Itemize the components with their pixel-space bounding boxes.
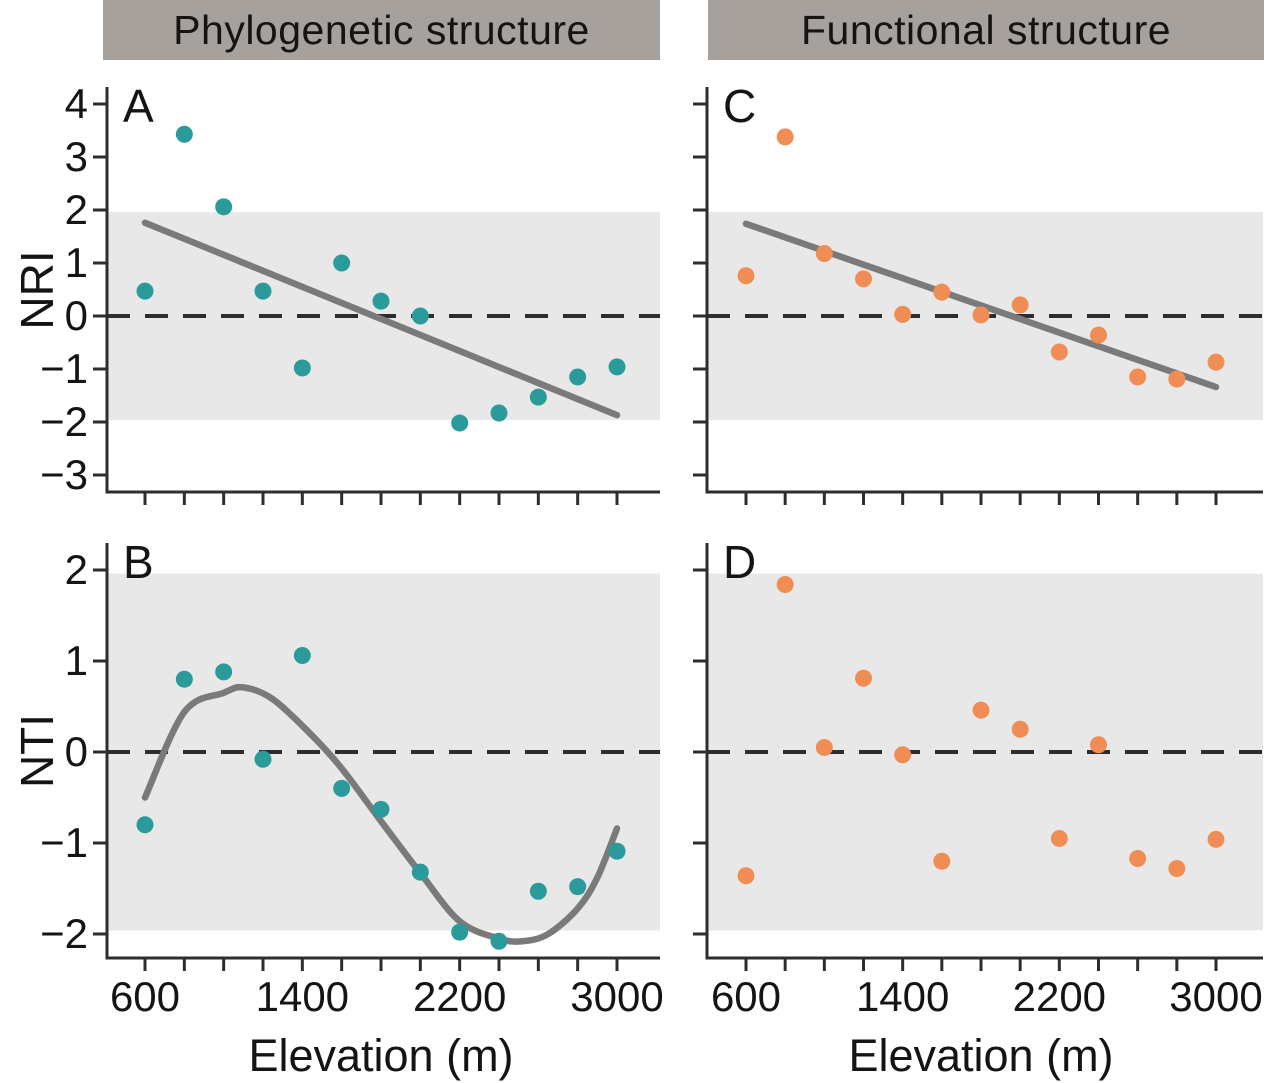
- panel-C-point-600m: [737, 267, 755, 285]
- panel-A-y-tick-label-0: 0: [64, 292, 88, 339]
- panel-B-point-1600m: [333, 779, 351, 797]
- panel-C-point-2600m: [1129, 368, 1147, 386]
- panel-B-y-tick-label-0: 0: [64, 728, 88, 775]
- panel-D-point-2800m: [1168, 859, 1186, 877]
- panel-A-point-1400m: [293, 359, 311, 377]
- panel-D-point-1000m: [815, 738, 833, 756]
- panel-C-point-1600m: [933, 283, 951, 301]
- panel-B-trend-curve: [141, 683, 621, 945]
- y-axis-title-nti: NTI: [11, 713, 63, 788]
- panel-B-point-1800m: [372, 800, 390, 818]
- panel-D-x-tick-label-600: 600: [710, 973, 782, 1020]
- panel-C-point-2200m: [1050, 343, 1068, 361]
- panel-A-y-tick-label-3: 3: [64, 133, 88, 180]
- panel-A-point-2600m: [529, 388, 547, 406]
- panel-A-label: A: [123, 80, 154, 132]
- panel-A-point-1200m: [254, 282, 272, 300]
- panel-B-y-tick-label--1: −1: [40, 819, 88, 866]
- panel-D-point-2600m: [1129, 849, 1147, 867]
- panel-B-point-1400m: [293, 647, 311, 665]
- panel-D-point-1600m: [933, 852, 951, 870]
- y-axis-title-nri: NRI: [11, 249, 63, 330]
- panel-D-point-2200m: [1050, 829, 1068, 847]
- panel-A-point-2800m: [569, 368, 587, 386]
- panel-C-point-2800m: [1168, 370, 1186, 388]
- panel-D-point-800m: [776, 576, 794, 594]
- panel-A-y-tick-label-1: 1: [64, 239, 88, 286]
- panel-B-point-2600m: [529, 882, 547, 900]
- panel-A-point-1800m: [372, 292, 390, 310]
- panel-A-y-tick-label--2: −2: [40, 398, 88, 445]
- panel-D-x-tick-label-3000: 3000: [1169, 973, 1263, 1020]
- panel-B-point-3000m: [608, 842, 626, 860]
- panel-B-point-2400m: [490, 932, 508, 950]
- panel-B-x-tick-label-1400: 1400: [255, 973, 350, 1020]
- panel-C-point-800m: [776, 128, 794, 146]
- panel-C-point-1000m: [815, 244, 833, 262]
- panel-B-point-1200m: [254, 750, 272, 768]
- panel-B-label: B: [123, 536, 154, 588]
- panel-A-y-tick-label-2: 2: [64, 186, 88, 233]
- panel-A-point-1600m: [333, 254, 351, 272]
- panel-B-y-tick-label-2: 2: [64, 546, 88, 593]
- panel-A-point-1000m: [215, 198, 233, 216]
- panel-A-point-2400m: [490, 404, 508, 422]
- panel-C-point-3000m: [1207, 353, 1225, 371]
- panel-D-point-1800m: [972, 701, 990, 719]
- panel-B-point-600m: [136, 816, 154, 834]
- panel-B-x-tick-label-600: 600: [109, 973, 181, 1020]
- x-axis-title-right: Elevation (m): [848, 1030, 1114, 1081]
- panel-B-x-tick-label-2200: 2200: [412, 973, 507, 1020]
- panel-A-y-tick-label--3: −3: [40, 451, 88, 498]
- panel-D-label: D: [723, 536, 757, 588]
- panel-D-point-1400m: [894, 746, 912, 764]
- panel-D-x-tick-label-2200: 2200: [1012, 973, 1107, 1020]
- panel-D-point-1200m: [855, 669, 872, 687]
- panel-A-point-2000m: [411, 307, 429, 325]
- panel-D-point-600m: [737, 867, 755, 885]
- panel-C-point-1800m: [972, 306, 990, 324]
- panel-B-point-2200m: [451, 923, 469, 941]
- column-header-functional-structure: Functional structure: [708, 0, 1264, 60]
- panel-C-point-1400m: [894, 305, 912, 323]
- panel-A-trend-line: [141, 219, 621, 419]
- panel-A-point-3000m: [608, 358, 626, 376]
- panel-B-point-1000m: [215, 663, 233, 681]
- panel-D-point-2400m: [1090, 736, 1107, 754]
- panel-C-point-2400m: [1090, 326, 1107, 344]
- panel-B-y-tick-label--2: −2: [40, 910, 88, 957]
- panel-A-point-600m: [136, 282, 154, 300]
- panel-C-point-1200m: [855, 270, 872, 288]
- panel-A-point-2200m: [451, 414, 469, 432]
- panel-B-y-tick-label-1: 1: [64, 637, 88, 684]
- panel-A-y-tick-label--1: −1: [40, 345, 88, 392]
- panel-C-point-2000m: [1011, 296, 1029, 314]
- panel-D-x-tick-label-1400: 1400: [855, 973, 950, 1020]
- panel-C-label: C: [723, 80, 757, 132]
- panel-B-x-tick-label-3000: 3000: [570, 973, 664, 1020]
- panel-B-point-2800m: [569, 878, 587, 896]
- panel-B-point-2000m: [411, 863, 429, 881]
- column-header-phylogenetic-structure: Phylogenetic structure: [103, 0, 660, 60]
- panel-D-point-3000m: [1207, 830, 1225, 848]
- panel-B-point-800m: [175, 670, 193, 688]
- panel-D-point-2000m: [1011, 720, 1029, 738]
- panel-A-point-800m: [175, 125, 193, 143]
- panel-A-y-tick-label-4: 4: [64, 80, 88, 127]
- x-axis-title-left: Elevation (m): [248, 1030, 514, 1081]
